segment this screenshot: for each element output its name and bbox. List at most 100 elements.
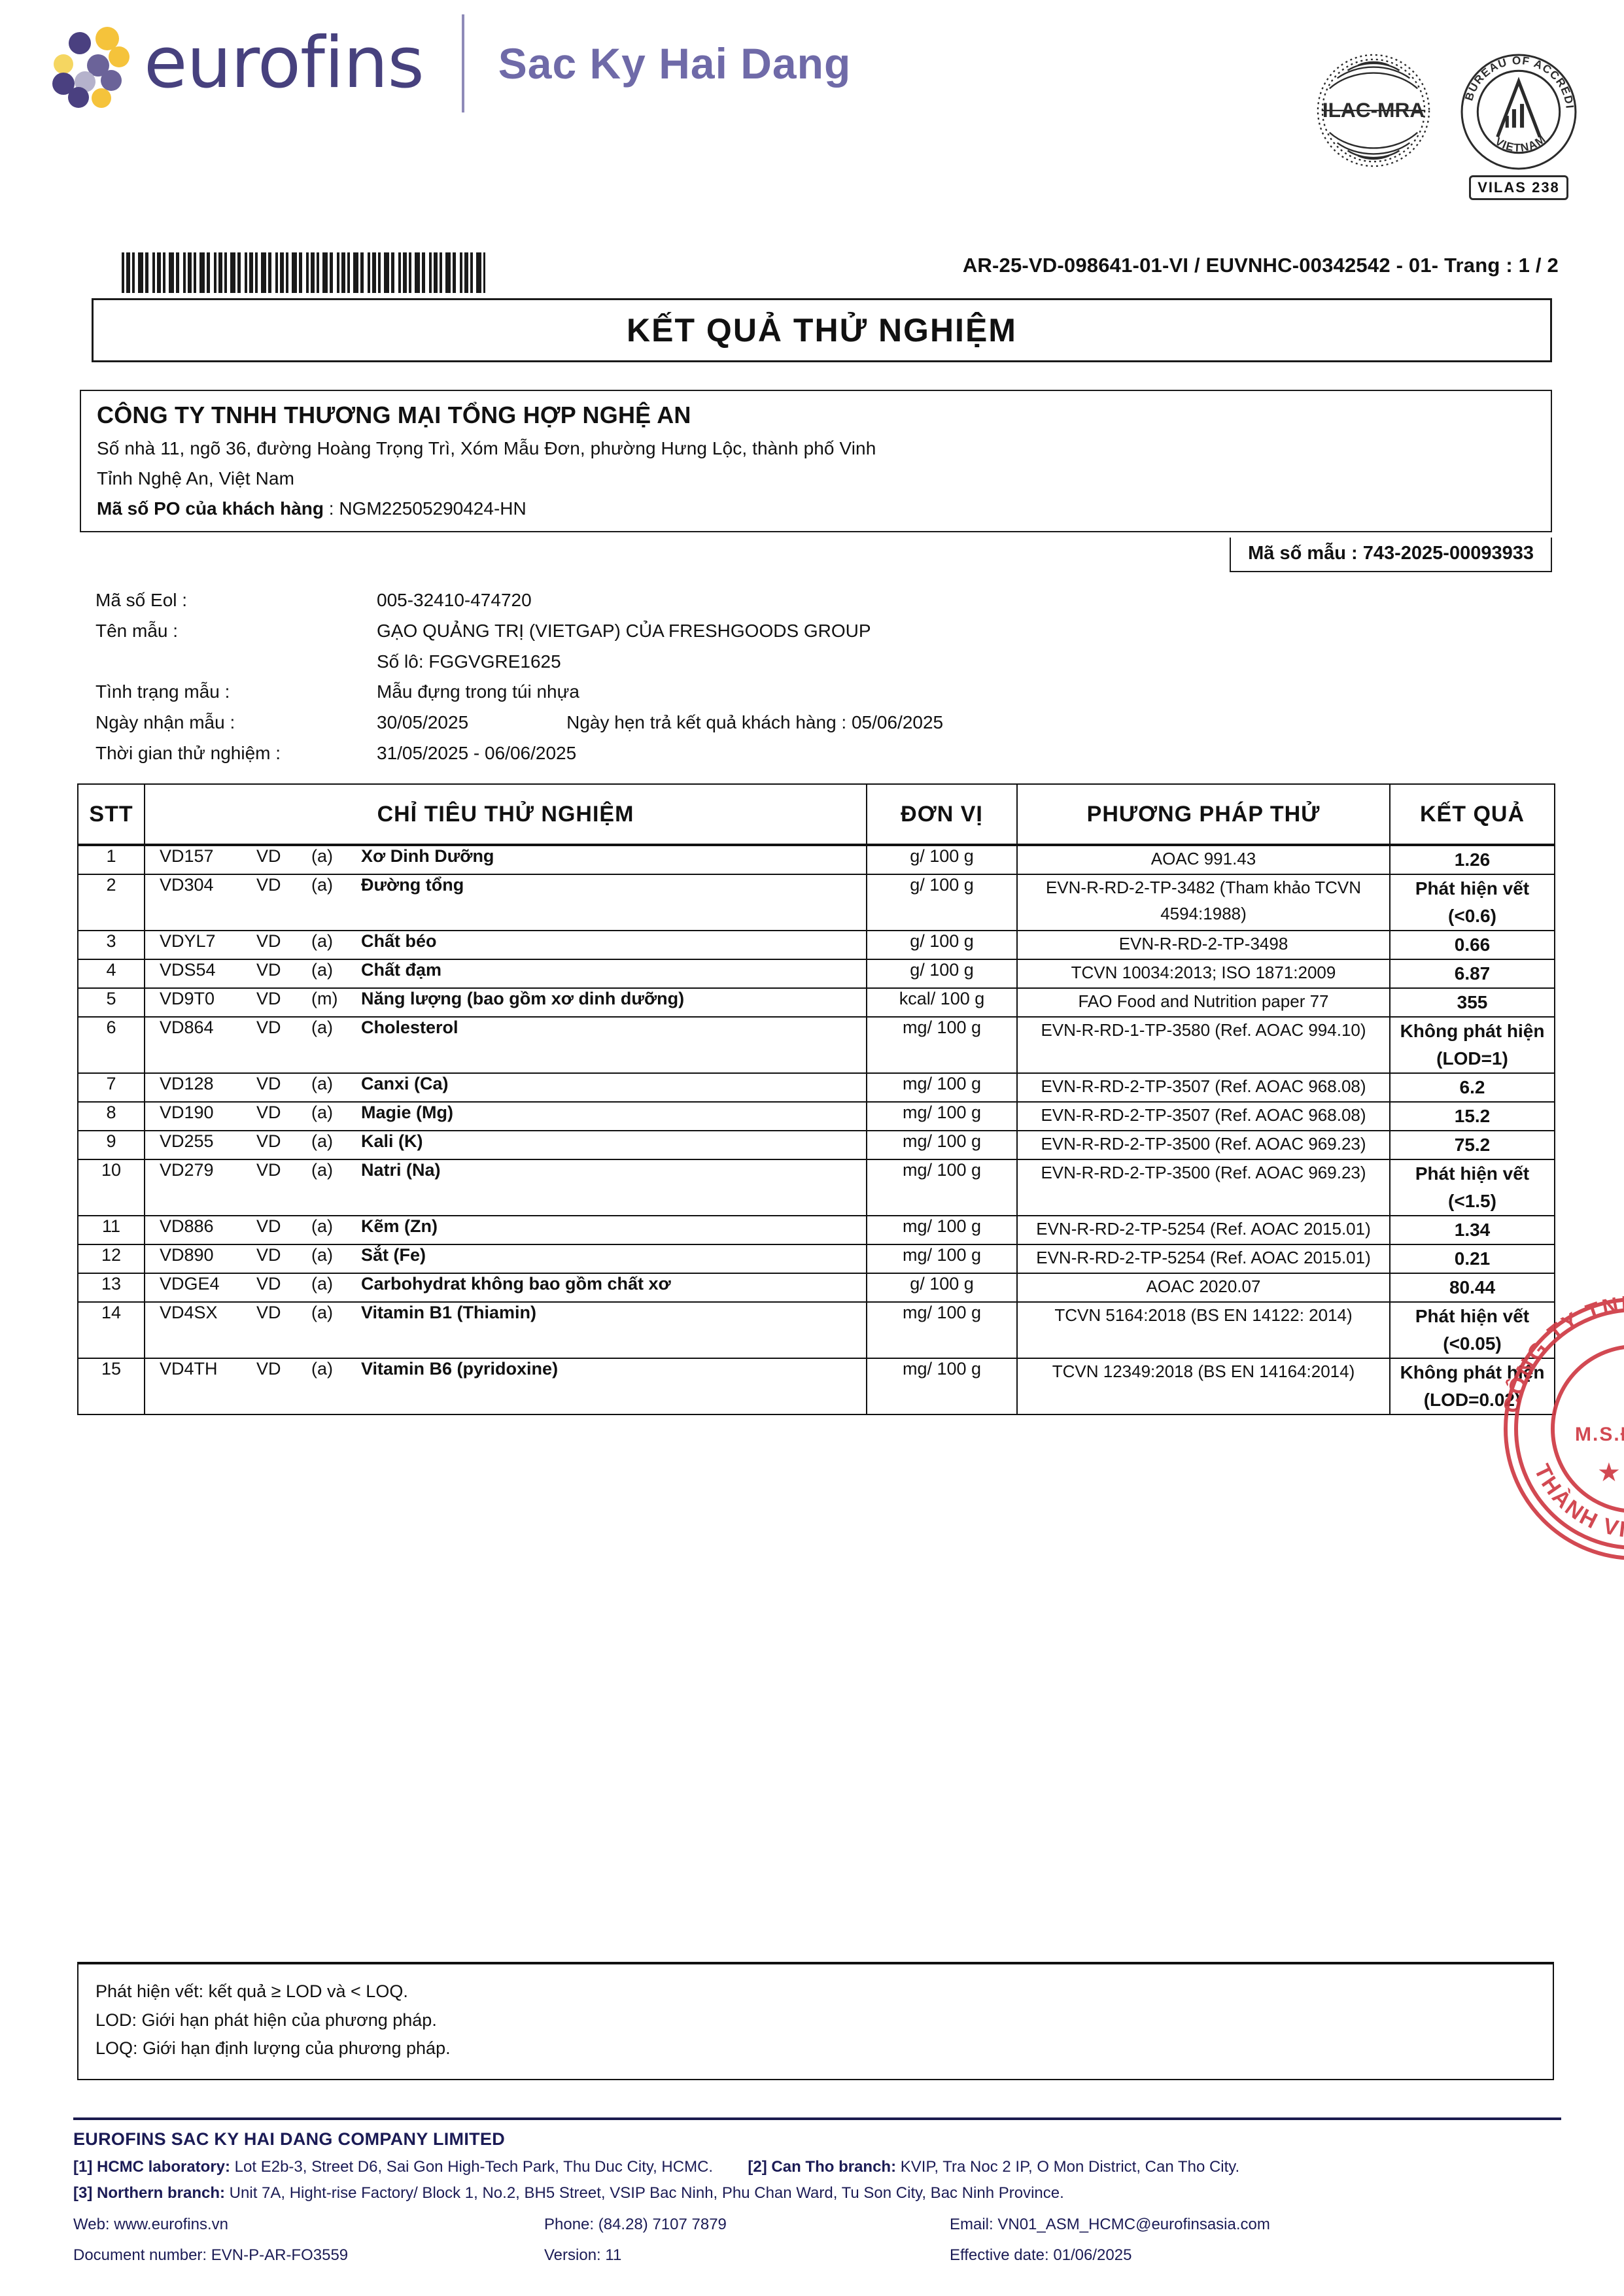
cell-indicator-name: Cholesterol <box>361 1018 458 1037</box>
branch2-text: KVIP, Tra Noc 2 IP, O Mon District, Can … <box>896 2158 1240 2176</box>
footer-version: Version: 11 <box>544 2246 622 2265</box>
cell-indicator-code: VD4SX <box>160 1303 218 1322</box>
cell-method: TCVN 10034:2013; ISO 1871:2009 <box>1016 959 1391 989</box>
customer-info-box: CÔNG TY TNHH THƯƠNG MẠI TỔNG HỢP NGHỆ AN… <box>80 390 1552 532</box>
cell-indicator-mark: (a) <box>311 1103 333 1122</box>
cell-indicator-vd: VD <box>256 875 281 895</box>
table-row: 11 VD886 VD (a) Kẽm (Zn) mg/ 100 g EVN-R-RD-2-… <box>77 1215 1555 1245</box>
received-date-label: Ngày nhận mẫu : <box>95 712 235 732</box>
table-row: 10 VD279 VD (a) Natri (Na) mg/ 100 g EVN-R-RD-… <box>77 1159 1555 1216</box>
cell-indicator-code: VD4TH <box>160 1359 218 1379</box>
cell-indicator-code: VDS54 <box>160 960 216 980</box>
table-body: 1 VD157 VD (a) Xơ Dinh Dưỡng g/ 100 g AOAC 991… <box>77 844 1555 1415</box>
sample-info-row-received: Ngày nhận mẫu : 30/05/2025 Ngày hẹn trả k… <box>95 710 1552 736</box>
cell-indicator-mark: (a) <box>311 1018 333 1037</box>
cell-indicator: VD890 VD (a) Sắt (Fe) <box>144 1244 867 1274</box>
cell-indicator: VD4SX VD (a) Vitamin B1 (Thiamin) <box>144 1301 867 1359</box>
customer-address-line-2: Tỉnh Nghệ An, Việt Nam <box>97 468 295 488</box>
cell-indicator: VD9T0 VD (m) Năng lượng (bao gồm xơ dinh dư… <box>144 987 867 1018</box>
table-row: 15 VD4TH VD (a) Vitamin B6 (pyridoxine) mg/ 1… <box>77 1358 1555 1415</box>
cell-method: EVN-R-RD-2-TP-5254 (Ref. AOAC 2015.01) <box>1016 1244 1391 1274</box>
document-barcode <box>122 252 485 293</box>
cell-unit: mg/ 100 g <box>866 1130 1018 1160</box>
sample-status-value: Mẫu đựng trong túi nhựa <box>377 681 579 702</box>
due-date-text: Ngày hẹn trả kết quả khách hàng : 05/06/… <box>566 712 944 732</box>
cell-unit: g/ 100 g <box>866 1273 1018 1303</box>
cell-stt: 1 <box>77 844 145 875</box>
cell-indicator-code: VD864 <box>160 1018 214 1037</box>
cell-method: AOAC 2020.07 <box>1016 1273 1391 1303</box>
page-footer: EUROFINS SAC KY HAI DANG COMPANY LIMITED… <box>73 2117 1561 2267</box>
cell-indicator-vd: VD <box>256 1160 281 1180</box>
received-date: 30/05/2025 <box>377 712 469 732</box>
footer-phone: Phone: (84.28) 7107 7879 <box>544 2215 727 2233</box>
cell-indicator-mark: (a) <box>311 846 333 866</box>
table-row: 2 VD304 VD (a) Đường tổng g/ 100 g EVN-R-RD-2-… <box>77 874 1555 931</box>
cell-unit: mg/ 100 g <box>866 1358 1018 1415</box>
page-header: eurofins Sac Ky Hai Dang <box>0 0 1624 235</box>
received-date-value: 30/05/2025 Ngày hẹn trả kết quả khách hàn… <box>377 710 1552 736</box>
cell-indicator-vd: VD <box>256 1018 281 1037</box>
svg-text:★: ★ <box>1597 1458 1621 1487</box>
report-title-box: KẾT QUẢ THỬ NGHIỆM <box>92 298 1552 362</box>
cell-indicator-mark: (a) <box>311 1303 333 1322</box>
cell-result: 355 <box>1389 987 1555 1018</box>
footer-contact-row: Web: www.eurofins.vn Phone: (84.28) 7107… <box>73 2212 1561 2236</box>
branch1-text: Lot E2b-3, Street D6, Sai Gon High-Tech … <box>230 2158 714 2176</box>
cell-indicator-mark: (a) <box>311 875 333 895</box>
cell-indicator-code: VDGE4 <box>160 1274 220 1294</box>
cell-result: 0.21 <box>1389 1244 1555 1274</box>
test-period-value: 31/05/2025 - 06/06/2025 <box>377 742 577 763</box>
cell-indicator-vd: VD <box>256 1131 281 1151</box>
cell-indicator-mark: (a) <box>311 1131 333 1151</box>
table-row: 14 VD4SX VD (a) Vitamin B1 (Thiamin) mg/ 100 … <box>77 1301 1555 1359</box>
cell-indicator-mark: (a) <box>311 1245 333 1265</box>
cell-indicator-name: Sắt (Fe) <box>361 1245 426 1265</box>
boa-vietnam-block: BUREAU OF ACCREDITATION VIETNAM VILAS 23… <box>1455 42 1578 200</box>
table-row: 8 VD190 VD (a) Magie (Mg) mg/ 100 g EVN-R-RD-2… <box>77 1101 1555 1131</box>
cell-indicator-mark: (a) <box>311 1160 333 1180</box>
cell-result: 6.2 <box>1389 1072 1555 1103</box>
cell-unit: mg/ 100 g <box>866 1244 1018 1274</box>
cell-indicator-mark: (a) <box>311 1216 333 1236</box>
column-header-unit: ĐƠN VỊ <box>866 783 1018 846</box>
cell-unit: g/ 100 g <box>866 959 1018 989</box>
cell-stt: 6 <box>77 1016 145 1074</box>
footer-email[interactable]: Email: VN01_ASM_HCMC@eurofinsasia.com <box>950 2215 1270 2233</box>
cell-indicator-name: Chất béo <box>361 931 437 951</box>
cell-indicator-name: Vitamin B1 (Thiamin) <box>361 1303 537 1322</box>
cell-indicator-vd: VD <box>256 931 281 951</box>
eurofins-logo-icon <box>51 22 135 108</box>
sac-ky-hai-dang-wordmark: Sac Ky Hai Dang <box>498 39 852 88</box>
cell-indicator: VDGE4 VD (a) Carbohydrat không bao gồm chất… <box>144 1273 867 1303</box>
cell-indicator-vd: VD <box>256 1245 281 1265</box>
cell-stt: 12 <box>77 1244 145 1274</box>
table-header-row: STT CHỈ TIÊU THỬ NGHIỆM ĐƠN VỊ PHƯƠNG PH… <box>77 783 1555 846</box>
cell-stt: 14 <box>77 1301 145 1359</box>
cell-method: EVN-R-RD-2-TP-3500 (Ref. AOAC 969.23) <box>1016 1130 1391 1160</box>
cell-unit: mg/ 100 g <box>866 1101 1018 1131</box>
cell-indicator-code: VD279 <box>160 1160 214 1180</box>
sample-info-row-period: Thời gian thử nghiệm : 31/05/2025 - 06/0… <box>95 740 1552 766</box>
table-row: 7 VD128 VD (a) Canxi (Ca) mg/ 100 g EVN-R-RD-2… <box>77 1072 1555 1103</box>
document-reference: AR-25-VD-098641-01-VI / EUVNHC-00342542 … <box>962 254 1559 277</box>
footer-meta-row: Document number: EVN-P-AR-FO3559 Version… <box>73 2243 1561 2267</box>
cell-indicator-name: Kẽm (Zn) <box>361 1216 438 1236</box>
table-row: 5 VD9T0 VD (m) Năng lượng (bao gồm xơ dinh d… <box>77 987 1555 1018</box>
footer-company-name: EUROFINS SAC KY HAI DANG COMPANY LIMITED <box>73 2129 506 2149</box>
cell-indicator: VD157 VD (a) Xơ Dinh Dưỡng <box>144 844 867 875</box>
cell-indicator-code: VD190 <box>160 1103 214 1122</box>
cell-unit: g/ 100 g <box>866 844 1018 875</box>
cell-indicator-vd: VD <box>256 1216 281 1236</box>
footer-web[interactable]: Web: www.eurofins.vn <box>73 2215 228 2233</box>
table-row: 1 VD157 VD (a) Xơ Dinh Dưỡng g/ 100 g AOAC 991… <box>77 844 1555 875</box>
cell-result: 1.26 <box>1389 844 1555 875</box>
cell-indicator-vd: VD <box>256 1103 281 1122</box>
cell-indicator-code: VD886 <box>160 1216 214 1236</box>
cell-stt: 15 <box>77 1358 145 1415</box>
cell-indicator-name: Chất đạm <box>361 960 442 980</box>
cell-indicator-code: VD157 <box>160 846 214 866</box>
eol-value: 005-32410-474720 <box>377 590 532 610</box>
footer-document-number: Document number: EVN-P-AR-FO3559 <box>73 2246 349 2265</box>
